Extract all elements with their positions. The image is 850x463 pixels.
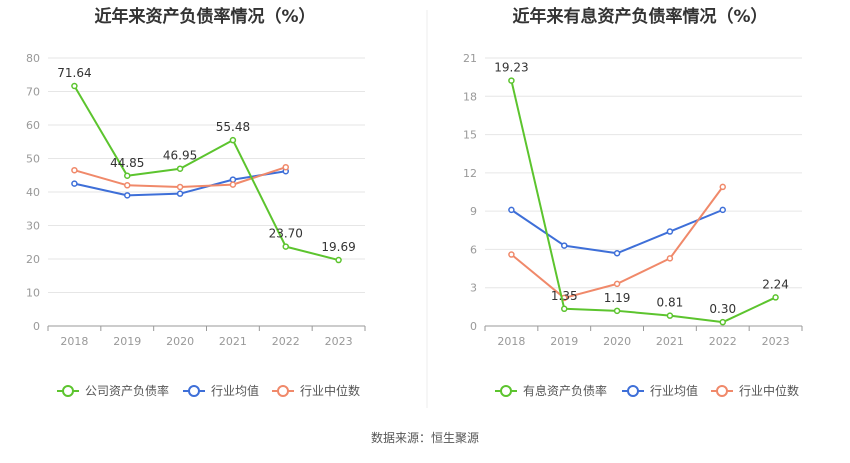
x-tick-label: 2018 (60, 335, 88, 348)
legend-label: 行业中位数 (739, 383, 799, 398)
data-label: 2.24 (762, 277, 789, 291)
y-tick-label: 18 (463, 90, 477, 103)
legend-item[interactable]: 行业均值 (183, 383, 259, 398)
data-label: 0.30 (709, 302, 736, 316)
data-point (719, 318, 726, 326)
data-point (508, 77, 515, 84)
data-label: 55.48 (216, 120, 250, 134)
data-point (719, 206, 726, 214)
x-tick-label: 2020 (166, 335, 194, 348)
x-tick-label: 2022 (709, 335, 737, 348)
legend-marker (62, 385, 74, 397)
y-tick-label: 20 (26, 253, 40, 266)
data-point (613, 250, 621, 257)
data-point (71, 166, 78, 174)
legend-marker (716, 385, 728, 397)
data-point (176, 190, 184, 197)
x-tick-label: 2023 (325, 335, 353, 348)
chart-title: 近年来有息资产负债率情况（%） (512, 6, 767, 27)
y-tick-label: 40 (26, 186, 40, 199)
data-label: 71.64 (57, 66, 91, 80)
data-point (176, 165, 184, 172)
data-point (561, 242, 568, 249)
legend-label: 行业均值 (650, 383, 698, 398)
data-point (508, 251, 515, 258)
legend-item[interactable]: 行业均值 (622, 383, 698, 398)
data-point (335, 256, 342, 264)
x-tick-label: 2023 (762, 335, 790, 348)
data-label: 23.70 (269, 227, 303, 241)
y-tick-label: 30 (26, 220, 40, 233)
y-tick-label: 10 (26, 287, 40, 300)
legend-marker (277, 385, 289, 397)
x-tick-label: 2021 (219, 335, 247, 348)
data-label: 1.35 (551, 289, 578, 303)
data-point (719, 183, 726, 191)
interest-bearing-debt-ratio-chart: 近年来有息资产负债率情况（%） 0 3 6 9 12 15 18 21 2018 2019 2020… (463, 6, 803, 398)
y-tick-label: 12 (463, 167, 477, 180)
y-tick-label: 50 (26, 153, 40, 166)
y-tick-label: 6 (470, 243, 477, 256)
data-point (772, 294, 779, 301)
y-tick-label: 15 (463, 129, 477, 142)
legend-marker (500, 385, 512, 397)
y-tick-label: 21 (463, 52, 477, 65)
y-tick-label: 0 (470, 320, 477, 333)
y-tick-label: 80 (26, 52, 40, 65)
data-point (666, 228, 674, 235)
data-point (613, 280, 621, 288)
data-point (124, 172, 131, 180)
data-label: 1.19 (604, 291, 631, 305)
data-point (124, 182, 131, 189)
data-point (561, 305, 568, 313)
series-line (73, 85, 339, 262)
data-point (613, 307, 621, 315)
series-line (510, 80, 777, 324)
legend-label: 有息资产负债率 (523, 383, 607, 398)
x-tick-label: 2020 (603, 335, 631, 348)
legend-item[interactable]: 公司资产负债率 (57, 383, 169, 398)
data-label: 44.85 (110, 156, 144, 170)
legend-label: 公司资产负债率 (85, 383, 169, 398)
x-tick-label: 2019 (113, 335, 141, 348)
chart-title: 近年来资产负债率情况（%） (94, 6, 315, 27)
data-point (229, 176, 237, 183)
data-point (666, 312, 674, 319)
data-label: 46.95 (163, 149, 197, 163)
data-point (666, 255, 674, 262)
data-point (229, 181, 237, 188)
data-point (71, 82, 78, 90)
legend-item[interactable]: 有息资产负债率 (495, 383, 607, 398)
y-tick-label: 9 (470, 205, 477, 218)
debt-ratio-chart: 近年来资产负债率情况（%） 0 10 20 30 40 50 60 70 80 2018 2019 2… (26, 6, 366, 398)
y-tick-label: 60 (26, 119, 40, 132)
data-point (71, 180, 78, 187)
y-tick-label: 3 (470, 282, 477, 295)
data-label: 0.81 (657, 296, 684, 310)
data-point (282, 243, 289, 250)
legend-label: 行业中位数 (300, 383, 360, 398)
x-tick-label: 2019 (550, 335, 578, 348)
data-point (229, 136, 237, 144)
data-label: 19.69 (321, 240, 355, 254)
data-point (124, 192, 131, 199)
x-tick-label: 2018 (497, 335, 525, 348)
data-source: 数据来源：恒生聚源 (371, 430, 479, 445)
legend-item[interactable]: 行业中位数 (272, 383, 360, 398)
y-tick-label: 70 (26, 86, 40, 99)
data-point (508, 206, 515, 214)
legend-marker (627, 385, 639, 397)
x-tick-label: 2021 (656, 335, 684, 348)
x-tick-label: 2022 (272, 335, 300, 348)
data-point (282, 163, 289, 171)
legend-marker (188, 385, 200, 397)
data-point (176, 183, 184, 191)
data-label: 19.23 (494, 61, 528, 75)
y-tick-label: 0 (33, 320, 40, 333)
legend-label: 行业均值 (211, 383, 259, 398)
legend-item[interactable]: 行业中位数 (711, 383, 799, 398)
